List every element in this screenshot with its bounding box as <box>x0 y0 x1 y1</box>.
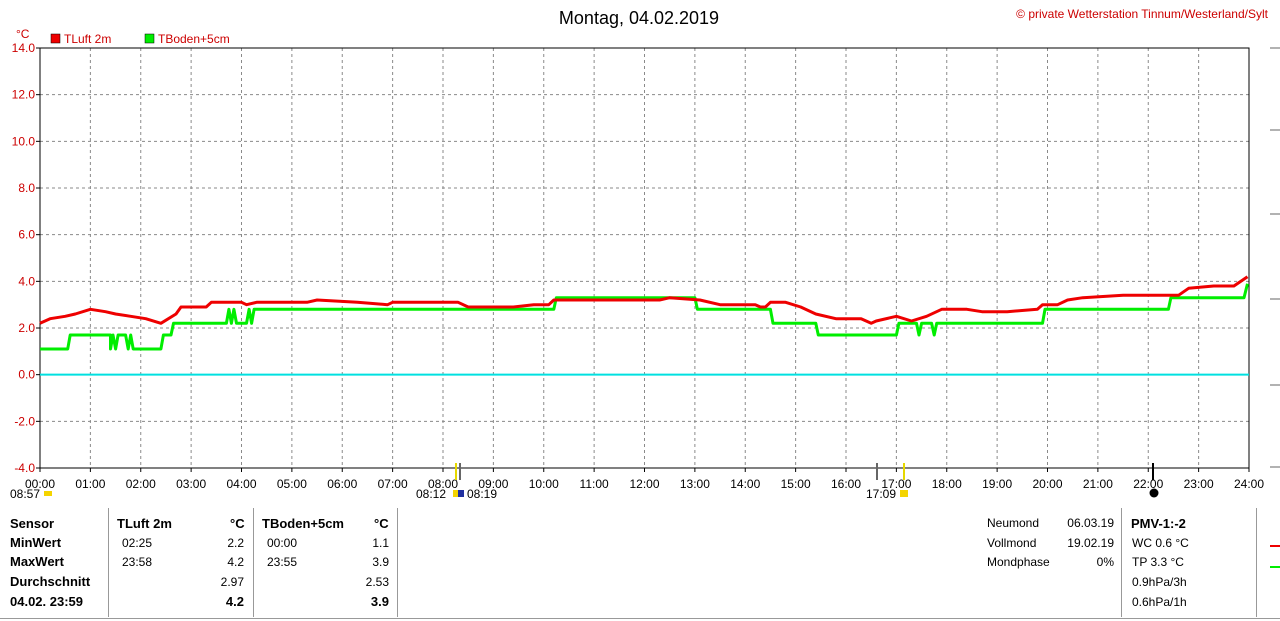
row-value1: 4.2 <box>225 594 244 609</box>
x-tick-label: 12:00 <box>629 477 659 491</box>
y-tick-label: 0.0 <box>18 368 35 382</box>
x-tick-label: 04:00 <box>226 477 256 491</box>
row-label: 04.02. 23:59 <box>10 594 84 609</box>
x-tick-label: 20:00 <box>1032 477 1062 491</box>
y-axis-unit: °C <box>16 27 30 41</box>
y-tick-label: 12.0 <box>12 88 36 102</box>
x-tick-label: 08:00 <box>428 477 458 491</box>
right-edge-markers <box>1270 47 1280 568</box>
x-tick-label: 10:00 <box>529 477 559 491</box>
x-tick-label: 16:00 <box>831 477 861 491</box>
row-value1: 4.2 <box>227 555 244 569</box>
legend-label-tluft: TLuft 2m <box>64 32 111 46</box>
legend-label-tboden: TBoden+5cm <box>158 32 230 46</box>
moon-label: Vollmond <box>987 536 1037 550</box>
row-label: MaxWert <box>10 554 64 569</box>
legend: TLuft 2m TBoden+5cm <box>50 32 230 46</box>
sun-icon <box>44 491 52 496</box>
x-tick-label: 06:00 <box>327 477 357 491</box>
row-time2: 00:00 <box>267 536 298 550</box>
x-tick-label: 03:00 <box>176 477 206 491</box>
x-tick-label: 07:00 <box>378 477 408 491</box>
x-tick-label: 19:00 <box>982 477 1012 491</box>
header-tluft: TLuft 2m <box>117 516 172 531</box>
legend-swatch-tluft <box>50 33 61 44</box>
marker-time-sunrise: 08:12 <box>416 487 446 501</box>
row-time1: 23:58 <box>122 555 153 569</box>
stats-table: Sensor TLuft 2m °C TBoden+5cm °C MinWert… <box>0 508 1280 621</box>
legend-swatch-tboden <box>144 33 155 44</box>
x-tick-label: 01:00 <box>75 477 105 491</box>
y-tick-label: 10.0 <box>12 134 36 148</box>
pmv-line: 0.6hPa/1h <box>1132 595 1187 609</box>
sun-icon <box>453 490 461 497</box>
pmv-line: TP 3.3 °C <box>1132 555 1184 569</box>
x-tick-label: 23:00 <box>1184 477 1214 491</box>
y-tick-label: -2.0 <box>14 414 35 428</box>
marker-time-left: 08:57 <box>10 487 40 501</box>
row-value1: 2.2 <box>227 536 244 550</box>
row-time2: 23:55 <box>267 555 298 569</box>
x-tick-label: 21:00 <box>1083 477 1113 491</box>
y-tick-label: 8.0 <box>18 181 35 195</box>
header-unit2: °C <box>374 516 389 531</box>
moon-phase-icon <box>458 490 464 497</box>
row-value2: 1.1 <box>372 536 389 550</box>
header-sensor: Sensor <box>10 516 55 531</box>
moon-value: 0% <box>1096 555 1114 569</box>
y-tick-label: 14.0 <box>12 41 36 55</box>
chart-title: Montag, 04.02.2019 <box>559 8 719 28</box>
moon-label: Neumond <box>987 516 1040 530</box>
row-value1: 2.97 <box>220 575 244 589</box>
row-value2: 2.53 <box>365 575 389 589</box>
new-moon-icon <box>1149 488 1159 498</box>
x-tick-label: 24:00 <box>1234 477 1264 491</box>
moon-value: 19.02.19 <box>1067 536 1114 550</box>
x-tick-label: 18:00 <box>932 477 962 491</box>
marker-time-sunset: 17:09 <box>866 487 896 501</box>
header-unit1: °C <box>230 516 245 531</box>
row-label: Durchschnitt <box>10 574 91 589</box>
x-tick-label: 15:00 <box>781 477 811 491</box>
x-tick-label: 14:00 <box>730 477 760 491</box>
row-label: MinWert <box>10 535 62 550</box>
pmv-line: WC 0.6 °C <box>1132 536 1189 550</box>
x-tick-label: 09:00 <box>478 477 508 491</box>
series-line-tboden <box>40 283 1249 351</box>
x-tick-label: 22:00 <box>1133 477 1163 491</box>
row-value2: 3.9 <box>372 555 389 569</box>
row-value2: 3.9 <box>370 594 389 609</box>
y-tick-label: 6.0 <box>18 228 35 242</box>
moon-value: 06.03.19 <box>1067 516 1114 530</box>
y-tick-label: -4.0 <box>14 461 35 475</box>
x-tick-label: 05:00 <box>277 477 307 491</box>
y-tick-label: 2.0 <box>18 321 35 335</box>
pmv-title: PMV-1:-2 <box>1131 516 1186 531</box>
marker-time-mid: 08:19 <box>467 487 497 501</box>
sun-icon <box>900 490 908 497</box>
x-tick-label: 17:00 <box>881 477 911 491</box>
x-tick-label: 13:00 <box>680 477 710 491</box>
series-line-tluft <box>39 275 1249 325</box>
x-tick-label: 11:00 <box>580 477 609 491</box>
x-tick-label: 00:00 <box>25 477 55 491</box>
header-tboden: TBoden+5cm <box>262 516 344 531</box>
copyright-text: © private Wetterstation Tinnum/Westerlan… <box>1016 7 1269 21</box>
time-markers: 08:57 08:12 08:19 17:09 <box>10 463 1159 501</box>
pmv-line: 0.9hPa/3h <box>1132 575 1187 589</box>
y-tick-label: 4.0 <box>18 274 35 288</box>
row-time1: 02:25 <box>122 536 153 550</box>
x-tick-label: 02:00 <box>126 477 156 491</box>
moon-label: Mondphase <box>987 555 1050 569</box>
